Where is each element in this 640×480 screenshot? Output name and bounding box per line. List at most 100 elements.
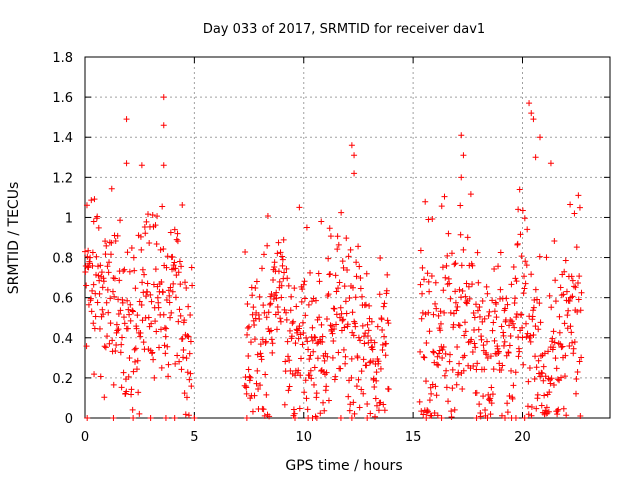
data-point bbox=[498, 412, 505, 419]
data-point bbox=[526, 365, 533, 372]
data-point bbox=[138, 301, 145, 308]
data-point bbox=[278, 282, 285, 289]
data-point bbox=[569, 293, 576, 300]
data-point bbox=[311, 333, 318, 340]
data-point bbox=[461, 352, 468, 359]
data-point bbox=[364, 415, 371, 421]
data-point bbox=[524, 226, 531, 233]
data-point bbox=[573, 244, 580, 251]
data-point bbox=[148, 298, 155, 305]
data-point bbox=[490, 366, 497, 373]
data-point bbox=[449, 366, 456, 373]
data-point bbox=[132, 285, 139, 292]
data-point bbox=[480, 342, 487, 349]
data-point bbox=[149, 211, 156, 218]
data-point bbox=[250, 304, 257, 311]
data-point bbox=[107, 320, 114, 327]
data-point bbox=[260, 406, 267, 413]
data-point bbox=[163, 325, 170, 332]
data-point bbox=[484, 415, 491, 421]
data-point bbox=[246, 377, 253, 384]
data-point bbox=[291, 285, 298, 292]
data-point bbox=[366, 359, 373, 366]
data-point bbox=[102, 344, 109, 351]
data-point bbox=[525, 411, 532, 418]
data-point bbox=[416, 398, 423, 405]
data-point bbox=[571, 338, 578, 345]
data-point bbox=[149, 349, 156, 356]
data-point bbox=[502, 415, 508, 421]
data-point bbox=[150, 356, 157, 363]
data-point bbox=[326, 225, 333, 232]
data-point bbox=[295, 335, 302, 342]
data-point bbox=[118, 384, 125, 391]
data-point bbox=[447, 295, 454, 302]
data-point bbox=[537, 134, 543, 141]
data-point bbox=[374, 323, 381, 330]
y-tick-label: 1.2 bbox=[52, 171, 73, 186]
data-point bbox=[490, 319, 497, 326]
data-point bbox=[422, 311, 429, 318]
data-point bbox=[373, 377, 380, 384]
data-point bbox=[121, 320, 128, 327]
data-point bbox=[422, 378, 429, 385]
data-point bbox=[94, 299, 101, 306]
data-point bbox=[532, 353, 539, 360]
data-point bbox=[430, 348, 437, 355]
data-point bbox=[144, 280, 151, 287]
data-point bbox=[574, 369, 581, 376]
data-point bbox=[425, 278, 432, 285]
data-point bbox=[513, 314, 520, 321]
data-point bbox=[558, 292, 565, 299]
data-point bbox=[558, 374, 565, 381]
data-point bbox=[489, 297, 496, 304]
data-point bbox=[254, 351, 261, 358]
data-point bbox=[550, 344, 557, 351]
data-point bbox=[290, 406, 297, 413]
data-point bbox=[178, 263, 185, 270]
data-point bbox=[108, 239, 115, 246]
data-point bbox=[491, 337, 498, 344]
data-point bbox=[87, 254, 94, 261]
data-point bbox=[290, 318, 297, 325]
data-point bbox=[510, 320, 517, 327]
data-point bbox=[491, 308, 498, 315]
data-point bbox=[428, 272, 435, 279]
data-point bbox=[301, 278, 308, 285]
data-point bbox=[364, 333, 371, 340]
data-point bbox=[567, 201, 574, 208]
data-point bbox=[546, 292, 553, 299]
data-point bbox=[158, 279, 165, 286]
data-point bbox=[488, 384, 495, 391]
data-point bbox=[278, 294, 285, 301]
data-point bbox=[448, 413, 455, 420]
data-point bbox=[311, 364, 318, 371]
data-point bbox=[440, 287, 447, 294]
data-point bbox=[160, 311, 167, 318]
data-point bbox=[543, 254, 550, 261]
data-point bbox=[523, 262, 530, 269]
x-tick-label: 0 bbox=[81, 430, 89, 445]
data-point bbox=[245, 366, 252, 373]
data-point bbox=[280, 236, 287, 243]
data-point bbox=[125, 306, 132, 313]
data-point bbox=[283, 316, 290, 323]
data-point bbox=[333, 321, 340, 328]
data-point bbox=[573, 375, 580, 382]
data-point bbox=[163, 264, 170, 271]
data-point bbox=[483, 351, 490, 358]
data-point bbox=[382, 352, 389, 359]
data-point bbox=[513, 278, 520, 285]
data-point bbox=[348, 415, 355, 421]
data-point bbox=[500, 332, 507, 339]
data-point bbox=[420, 411, 427, 418]
data-point bbox=[183, 285, 190, 292]
data-point bbox=[323, 383, 330, 390]
data-point bbox=[273, 295, 280, 302]
data-point bbox=[105, 269, 112, 276]
data-point bbox=[338, 310, 345, 317]
data-point bbox=[568, 273, 575, 280]
data-point bbox=[91, 196, 98, 203]
data-point bbox=[263, 391, 270, 398]
data-point bbox=[434, 353, 441, 360]
